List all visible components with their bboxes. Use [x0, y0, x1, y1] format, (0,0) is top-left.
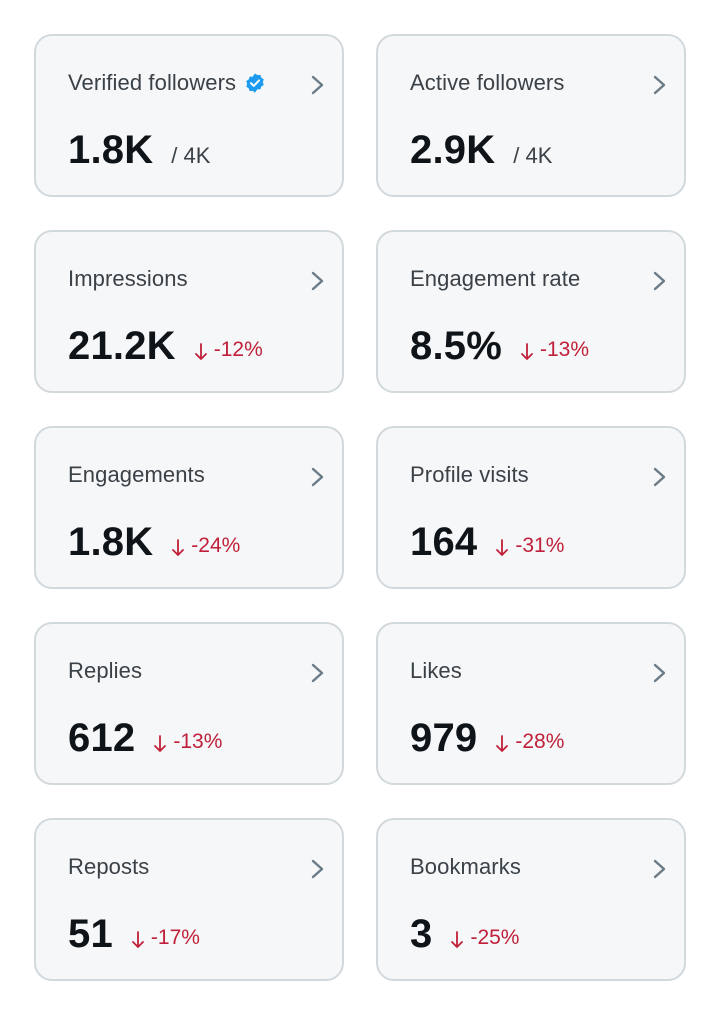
metric-change: -17% — [131, 926, 200, 950]
metric-change-value: -17% — [150, 926, 200, 949]
metric-card-verified-followers[interactable]: Verified followers 1.8K / 4K — [34, 34, 344, 197]
metric-label-wrapper: Likes — [410, 658, 462, 684]
metric-value: 612 — [68, 716, 136, 760]
metric-card-engagements[interactable]: Engagements 1.8K -24% — [34, 426, 344, 589]
metric-label-wrapper: Engagement rate — [410, 266, 580, 292]
chevron-right-icon[interactable] — [310, 466, 326, 488]
metric-value: 979 — [410, 716, 478, 760]
chevron-right-icon[interactable] — [310, 858, 326, 880]
chevron-right-icon[interactable] — [652, 858, 668, 880]
metric-label-wrapper: Engagements — [68, 462, 205, 488]
down-arrow-icon — [451, 931, 464, 948]
metric-value: 3 — [410, 912, 433, 956]
metric-value-row: 2.9K / 4K — [410, 128, 552, 173]
metric-value-row: 979 -28% — [410, 716, 564, 761]
metric-value-row: 612 -13% — [68, 716, 222, 761]
metric-change-value: -12% — [213, 338, 263, 361]
metric-label: Impressions — [68, 266, 188, 291]
metric-change-value: -25% — [470, 926, 520, 949]
metric-label: Reposts — [68, 854, 150, 879]
down-arrow-icon — [521, 343, 533, 360]
metric-value-row: 8.5% -13% — [410, 324, 589, 369]
metric-label: Replies — [68, 658, 143, 683]
down-arrow-icon — [154, 735, 167, 752]
metric-label-wrapper: Active followers — [410, 70, 564, 96]
metric-value: 51 — [68, 912, 113, 956]
metric-card-likes[interactable]: Likes 979 -28% — [376, 622, 686, 785]
metric-change-value: -13% — [539, 338, 590, 361]
metric-change-value: -31% — [515, 534, 565, 557]
chevron-right-icon[interactable] — [652, 74, 668, 96]
metric-change-value: -13% — [173, 730, 223, 753]
metric-card-impressions[interactable]: Impressions 21.2K -12% — [34, 230, 344, 393]
chevron-right-icon[interactable] — [310, 74, 326, 96]
metric-change-value: -24% — [191, 534, 241, 557]
metric-card-bookmarks[interactable]: Bookmarks 3 -25% — [376, 818, 686, 981]
metric-label: Active followers — [410, 70, 565, 95]
metric-card-active-followers[interactable]: Active followers 2.9K / 4K — [376, 34, 686, 197]
metric-card-reposts[interactable]: Reposts 51 -17% — [34, 818, 344, 981]
metric-total: / 4K — [171, 143, 211, 168]
metric-value: 8.5% — [410, 324, 502, 368]
metric-value-row: 51 -17% — [68, 912, 200, 957]
chevron-right-icon[interactable] — [652, 662, 668, 684]
metric-card-engagement-rate[interactable]: Engagement rate 8.5% -13% — [376, 230, 686, 393]
chevron-right-icon[interactable] — [310, 270, 326, 292]
metric-value: 21.2K — [68, 324, 176, 368]
metric-label: Engagements — [68, 462, 205, 487]
metric-label-wrapper: Impressions — [68, 266, 188, 292]
metric-change: -24% — [171, 534, 240, 558]
metric-total: / 4K — [513, 143, 553, 168]
metric-card-replies[interactable]: Replies 612 -13% — [34, 622, 344, 785]
metric-label: Profile visits — [410, 462, 529, 487]
metric-change: -31% — [495, 534, 564, 558]
metric-label-wrapper: Reposts — [68, 854, 149, 880]
metric-label-wrapper: Profile visits — [410, 462, 529, 488]
metric-value-row: 1.8K -24% — [68, 520, 240, 565]
metric-change: -25% — [450, 926, 519, 950]
metric-change: -13% — [520, 338, 589, 362]
down-arrow-icon — [132, 931, 144, 948]
down-arrow-icon — [172, 539, 185, 556]
metric-value-row: 1.8K / 4K — [68, 128, 210, 173]
chevron-right-icon[interactable] — [310, 662, 326, 684]
chevron-right-icon[interactable] — [652, 466, 668, 488]
metric-label-wrapper: Verified followers — [68, 70, 266, 96]
metric-value: 2.9K — [410, 128, 496, 172]
metric-value: 1.8K — [68, 128, 154, 172]
metric-label: Bookmarks — [410, 854, 521, 879]
metric-change: -13% — [153, 730, 222, 754]
metric-value: 164 — [410, 520, 478, 564]
down-arrow-icon — [194, 343, 207, 360]
metric-label: Likes — [410, 658, 462, 683]
metric-value-row: 164 -31% — [410, 520, 564, 565]
metric-value: 1.8K — [68, 520, 154, 564]
chevron-right-icon[interactable] — [652, 270, 668, 292]
metric-label: Verified followers — [68, 70, 237, 95]
metric-label: Engagement rate — [410, 266, 581, 291]
metric-card-profile-visits[interactable]: Profile visits 164 -31% — [376, 426, 686, 589]
metric-label-wrapper: Replies — [68, 658, 142, 684]
metric-change: -28% — [495, 730, 564, 754]
down-arrow-icon — [496, 539, 509, 556]
down-arrow-icon — [496, 735, 509, 752]
metric-change: -12% — [194, 338, 263, 362]
metric-value-row: 21.2K -12% — [68, 324, 263, 369]
metric-label-wrapper: Bookmarks — [410, 854, 521, 880]
metrics-grid: Verified followers 1.8K / 4K Active foll… — [34, 34, 686, 981]
metric-change-value: -28% — [515, 730, 565, 753]
verified-badge-icon — [246, 73, 264, 93]
metric-value-row: 3 -25% — [410, 912, 519, 957]
